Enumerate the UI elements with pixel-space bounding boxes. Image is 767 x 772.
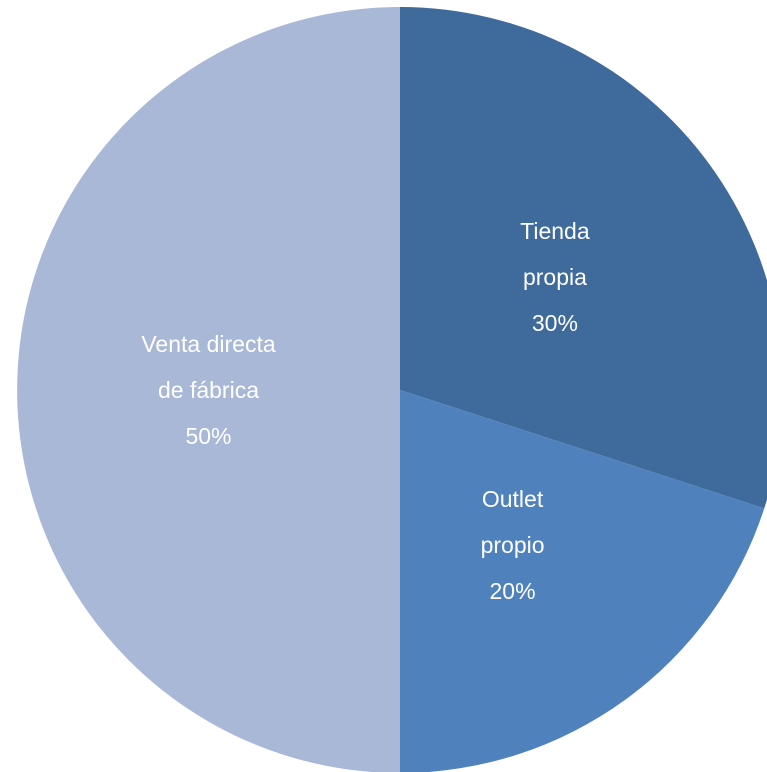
pie-slice: [400, 390, 765, 772]
pie-slice: [17, 7, 400, 772]
slice-label: Outlet propio 20%: [458, 476, 568, 614]
pie-slice: [400, 7, 767, 509]
slice-label: Tienda propia 30%: [500, 208, 610, 346]
slice-label: Venta directa de fábrica 50%: [141, 321, 276, 459]
value-label: 30%: [531, 310, 578, 337]
category-label: Tienda propia: [520, 218, 590, 291]
category-label: Outlet propio: [480, 485, 545, 558]
value-label: 50%: [185, 423, 232, 449]
value-label: 20%: [489, 577, 536, 604]
category-label: Venta directa de fábrica: [141, 331, 276, 403]
